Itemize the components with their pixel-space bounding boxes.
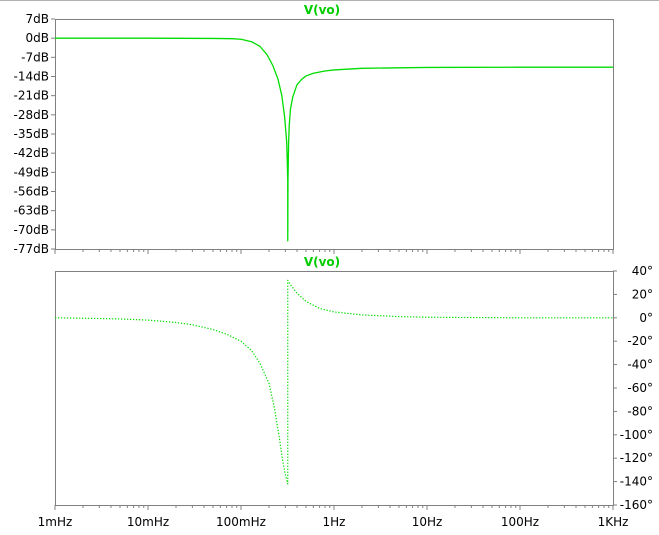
magnitude-ytick-label: 0dB — [26, 31, 49, 45]
phase-xtick-label: 10Hz — [412, 515, 443, 529]
phase-xtick-label: 100Hz — [501, 515, 539, 529]
magnitude-ytick-label: -77dB — [14, 242, 49, 256]
magnitude-trace-line — [55, 37, 613, 242]
magnitude-ytick-label: -42dB — [14, 146, 49, 160]
phase-ytick-label: -80° — [627, 404, 653, 418]
phase-ytick-label: -140° — [620, 475, 653, 489]
magnitude-ytick-label: -35dB — [14, 127, 49, 141]
phase-ytick-label: 0° — [639, 311, 653, 325]
phase-xtick-label: 10mHz — [127, 515, 169, 529]
phase-ytick-label: -60° — [627, 381, 653, 395]
magnitude-ytick-label: -21dB — [14, 89, 49, 103]
phase-trace-line — [54, 279, 613, 485]
magnitude-ytick-label: 7dB — [26, 12, 49, 26]
magnitude-trace-title: V(vo) — [304, 3, 340, 17]
phase-ytick-label: 20° — [632, 287, 653, 301]
magnitude-ytick-label: -56dB — [14, 185, 49, 199]
phase-ytick-label: -120° — [620, 451, 653, 465]
magnitude-ytick-label: -14dB — [14, 70, 49, 84]
magnitude-ytick-label: -7dB — [21, 50, 49, 64]
magnitude-ytick-label: -28dB — [14, 108, 49, 122]
phase-xtick-label: 1KHz — [598, 515, 629, 529]
phase-xtick-label: 1Hz — [323, 515, 346, 529]
phase-xtick-label: 100mHz — [216, 515, 266, 529]
phase-ytick-label: -100° — [620, 428, 653, 442]
phase-ytick-label: -20° — [627, 334, 653, 348]
magnitude-ytick-label: -70dB — [14, 223, 49, 237]
phase-ytick-label: -40° — [627, 358, 653, 372]
phase-xtick-label: 1mHz — [38, 515, 73, 529]
phase-trace-title: V(vo) — [304, 255, 340, 269]
phase-plot-frame — [55, 271, 614, 506]
phase-ytick-label: -160° — [620, 498, 653, 512]
phase-ytick-label: 40° — [632, 264, 653, 278]
magnitude-ytick-label: -63dB — [14, 204, 49, 218]
magnitude-plot-frame — [55, 19, 614, 250]
magnitude-ytick-label: -49dB — [14, 165, 49, 179]
